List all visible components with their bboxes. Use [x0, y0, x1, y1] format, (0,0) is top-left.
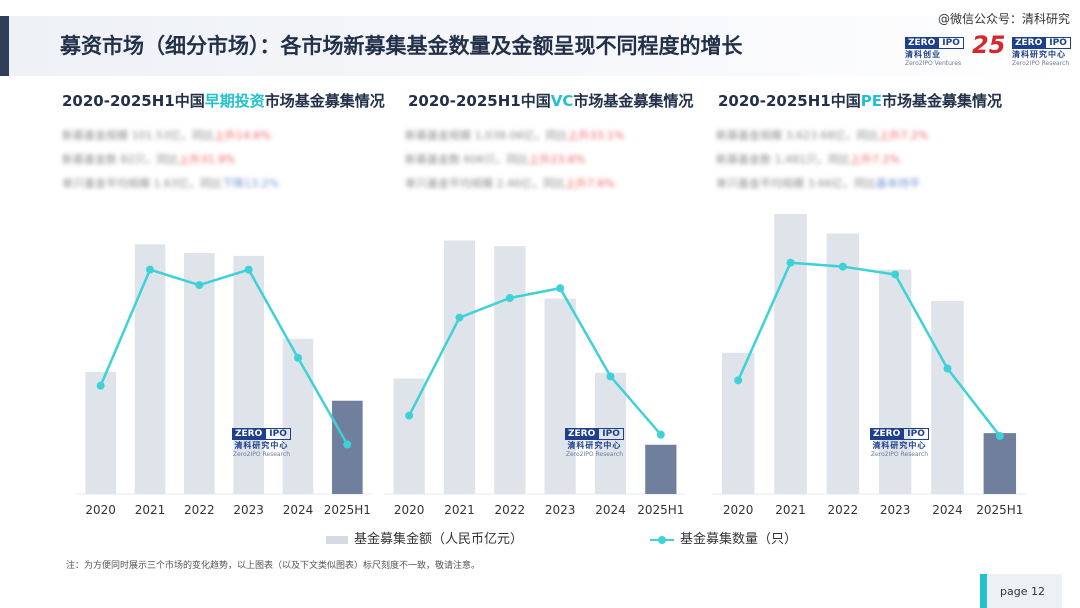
stats-row: 新募基金数 1,481只，同比上升7.2%: [716, 153, 900, 166]
anniversary-logo: 25: [972, 31, 1006, 59]
bar-mark: [645, 444, 677, 494]
panel-title-early: 2020-2025H1中国早期投资市场基金募集情况: [62, 92, 385, 110]
x-tick-label: 2025H1: [976, 503, 1023, 517]
stats-row: 单只基金平均规模 1.63亿，同比下降13.2%: [62, 177, 279, 190]
x-tick-label: 2022: [495, 503, 526, 517]
line-series: [99, 268, 349, 446]
stats-box-early: 新募基金规模 101.53亿，同比上升14.6% 新募基金数 82只，同比上升3…: [62, 124, 312, 204]
line-point: [995, 431, 1004, 440]
page-title: 募资市场（细分市场）：各市场新募集基金数量及金额呈现不同程度的增长: [60, 34, 743, 58]
title-band: [9, 16, 1073, 76]
stats-row: 新募基金数 606只，同比上升23.6%: [405, 153, 586, 166]
line-point: [195, 281, 204, 290]
logo-zero-text: ZERO: [1012, 37, 1046, 49]
chart-watermark-logo: ZERO IPO 清科研究中心 Zero2IPO Research: [870, 428, 929, 458]
x-tick-label: 2021: [775, 503, 806, 517]
line-point: [838, 262, 847, 271]
line-point: [505, 294, 514, 302]
line-point: [405, 411, 414, 420]
x-tick-label: 2022: [828, 503, 859, 517]
watermark-text: @微信公众号：清科研究: [937, 12, 1070, 26]
x-tick-label: 2021: [444, 503, 475, 517]
bar-mark: [233, 255, 264, 494]
bar-mark: [721, 352, 755, 494]
x-tick-label: 2023: [233, 503, 264, 517]
page-number-accent: [980, 574, 987, 608]
line-point: [96, 381, 105, 390]
x-tick-label: 2023: [880, 503, 911, 517]
stats-box-vc: 新募基金规模 1,038.06亿，同比上升33.1% 新募基金数 606只，同比…: [405, 124, 655, 204]
zero2ipo-ventures-logo: ZERO IPO 清科创业 Zero2IPO Ventures: [905, 30, 964, 67]
x-tick-label: 2022: [184, 503, 215, 517]
legend-line-item: 基金募集数量（只）: [650, 528, 797, 547]
bar-mark: [774, 214, 807, 494]
bar-mark: [594, 372, 627, 494]
x-tick-label: 2021: [135, 503, 166, 517]
line-point: [455, 313, 464, 322]
line-point: [556, 284, 565, 293]
stats-row: 新募基金规模 1,038.06亿，同比上升33.1%: [405, 129, 625, 142]
line-point: [294, 353, 302, 362]
bar-mark: [443, 240, 476, 494]
line-point: [606, 372, 615, 381]
bar-mark: [85, 371, 116, 494]
x-tick-label: 2024: [932, 503, 963, 517]
line-point: [343, 440, 352, 449]
bar-mark: [878, 269, 912, 494]
bar-mark: [931, 300, 964, 494]
line-point: [786, 258, 795, 267]
line-series: [408, 286, 662, 436]
bar-mark: [826, 233, 860, 494]
x-tick-label: 2025H1: [324, 503, 371, 517]
legend-bar-item: 基金募集金额（人民币亿元）: [326, 528, 523, 547]
page-number: page 12: [1000, 585, 1045, 598]
line-point: [891, 270, 900, 279]
line-series: [737, 261, 1001, 437]
legend-line-swatch: [650, 535, 674, 544]
logo-cn-research: 清科研究中心: [1012, 50, 1066, 59]
footnote: 注：为方便同时展示三个市场的变化趋势，以上图表（以及下文类似图表）标尺刻度不一致…: [66, 561, 481, 571]
logo-en-ventures: Zero2IPO Ventures: [905, 60, 962, 67]
line-point: [943, 364, 952, 373]
logo-ipo-text: IPO: [938, 37, 964, 49]
x-tick-label: 2024: [595, 503, 626, 517]
x-tick-label: 2020: [394, 503, 425, 517]
bar-mark: [282, 338, 314, 494]
bar-mark: [184, 252, 215, 494]
stats-row: 单只基金平均规模 2.46亿，同比上升7.6%: [405, 177, 615, 190]
bar-mark: [544, 298, 576, 494]
stats-row: 新募基金数 82只，同比上升31.9%: [62, 153, 236, 166]
logo-cn-ventures: 清科创业: [905, 50, 941, 59]
zero2ipo-research-logo: ZERO IPO 清科研究中心 Zero2IPO Research: [1012, 30, 1071, 67]
logo-ipo-text: IPO: [1045, 37, 1071, 49]
chart-watermark-logo: ZERO IPO 清科研究中心 Zero2IPO Research: [565, 428, 624, 458]
stats-row: 新募基金规模 101.53亿，同比上升14.6%: [62, 129, 271, 142]
logo-en-research: Zero2IPO Research: [1012, 60, 1070, 67]
line-point: [244, 265, 253, 274]
x-tick-label: 2020: [85, 503, 116, 517]
line-point: [656, 430, 665, 439]
line-point: [734, 376, 743, 385]
legend-bar-swatch: [326, 535, 348, 544]
stats-row: 单只基金平均规模 3.66亿，同比基本持平: [716, 177, 920, 190]
bar-mark: [983, 433, 1017, 494]
logo-zero-text: ZERO: [905, 37, 939, 49]
x-tick-label: 2024: [283, 503, 314, 517]
page-number-box: [980, 574, 1062, 608]
panel-title-vc: 2020-2025H1中国VC市场基金募集情况: [408, 92, 694, 110]
bar-mark: [494, 246, 526, 494]
panel-title-pe: 2020-2025H1中国PE市场基金募集情况: [718, 92, 1002, 110]
stats-row: 新募基金规模 3,623.68亿，同比上升7.2%: [716, 129, 929, 142]
bar-mark: [134, 244, 166, 494]
x-tick-label: 2025H1: [637, 503, 684, 517]
x-tick-label: 2020: [723, 503, 754, 517]
x-tick-label: 2023: [545, 503, 576, 517]
title-accent-bar: [0, 16, 9, 76]
line-point: [146, 265, 154, 274]
chart-watermark-logo: ZERO IPO 清科研究中心 Zero2IPO Research: [232, 428, 291, 458]
stats-box-pe: 新募基金规模 3,623.68亿，同比上升7.2% 新募基金数 1,481只，同…: [716, 124, 966, 204]
